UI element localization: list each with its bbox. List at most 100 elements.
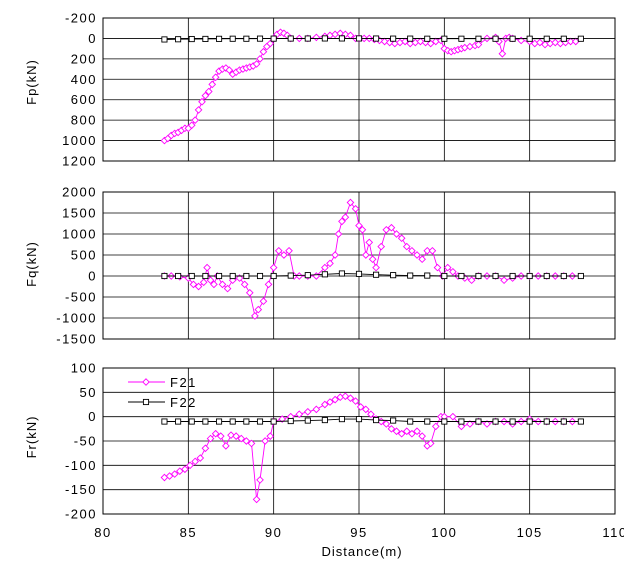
plot-frame	[102, 17, 616, 162]
data-point	[259, 47, 268, 56]
y-tick-label: 0	[88, 31, 97, 46]
data-point	[287, 272, 294, 279]
data-point	[500, 276, 508, 285]
data-point	[431, 422, 440, 431]
data-point	[373, 271, 380, 278]
data-point	[418, 432, 426, 440]
data-point	[191, 457, 199, 466]
data-point	[243, 272, 250, 280]
data-point	[449, 412, 457, 421]
data-point	[196, 454, 205, 462]
data-point	[390, 35, 397, 42]
data-point	[198, 97, 206, 106]
data-point	[560, 35, 567, 42]
data-point	[441, 272, 448, 280]
data-point	[338, 416, 345, 423]
data-point	[543, 272, 550, 280]
data-point	[492, 35, 499, 42]
data-point	[170, 470, 179, 478]
data-point	[202, 272, 209, 280]
data-point	[245, 288, 254, 297]
data-point	[243, 35, 250, 42]
data-point	[201, 91, 210, 100]
data-point	[274, 246, 283, 255]
data-point	[270, 418, 277, 425]
data-point	[372, 263, 380, 272]
data-point	[492, 418, 499, 425]
x-tick-label: 95	[350, 525, 367, 540]
data-point	[407, 418, 414, 425]
y-tick-label: 500	[71, 248, 97, 263]
data-point	[402, 427, 411, 436]
x-tick-label: 110	[602, 525, 624, 540]
data-point	[346, 198, 355, 207]
data-point	[355, 221, 363, 230]
data-point	[326, 259, 334, 268]
data-point	[526, 418, 533, 425]
data-point	[326, 398, 334, 406]
data-point	[312, 405, 321, 414]
data-point	[475, 272, 482, 280]
data-point	[321, 263, 329, 272]
x-tick-label: 80	[94, 525, 111, 540]
data-point	[186, 461, 194, 470]
data-point	[423, 246, 432, 255]
fr-panel: Fr(kN) Distance(m) 100 50 0 -50 -100 -150 -200…	[24, 361, 624, 560]
data-point	[346, 394, 355, 403]
data-point	[498, 49, 507, 58]
plot-frame	[102, 191, 616, 340]
data-point	[341, 392, 350, 401]
data-point	[408, 429, 416, 438]
data-point	[509, 272, 516, 280]
data-point	[355, 270, 363, 277]
data-point	[225, 66, 234, 74]
y-tick-label: -500	[65, 290, 97, 305]
data-point	[191, 116, 199, 124]
data-point	[229, 418, 236, 425]
data-point	[407, 35, 414, 42]
data-point	[216, 272, 223, 280]
fp-panel: Fp(kN) -200 0 200 400 600 800 1000 1200	[24, 11, 616, 169]
data-point	[161, 36, 168, 43]
legend-marker	[142, 378, 150, 386]
data-point	[449, 267, 457, 276]
data-point	[229, 272, 236, 280]
data-point	[321, 35, 328, 42]
data-point	[240, 280, 249, 289]
data-point	[474, 40, 483, 49]
data-point	[304, 417, 311, 424]
data-point	[312, 33, 321, 42]
data-point	[509, 418, 516, 425]
data-point	[334, 230, 343, 238]
data-point	[175, 418, 182, 425]
data-point	[466, 420, 474, 428]
data-point	[261, 437, 269, 445]
data-point	[361, 251, 370, 259]
series-line	[164, 201, 573, 318]
data-point	[458, 35, 465, 42]
data-point	[387, 223, 396, 232]
data-point	[577, 272, 584, 280]
data-point	[280, 251, 288, 259]
data-point	[266, 432, 275, 440]
data-point	[566, 37, 575, 46]
data-point	[321, 400, 329, 409]
data-point	[377, 242, 386, 251]
data-point	[211, 429, 220, 438]
data-point	[228, 276, 237, 285]
data-point	[175, 36, 182, 43]
y-tick-label: 800	[71, 113, 97, 128]
data-point	[526, 35, 533, 42]
data-point	[351, 204, 360, 213]
data-point	[161, 418, 168, 425]
legend-marker	[142, 398, 150, 406]
data-point	[560, 272, 567, 280]
series-f22	[161, 35, 584, 43]
data-point	[204, 87, 213, 96]
data-point	[416, 37, 425, 46]
data-point	[373, 417, 380, 424]
y-tick-label: 50	[80, 385, 97, 400]
data-point	[216, 418, 223, 425]
data-point	[223, 284, 232, 293]
data-point	[256, 35, 264, 42]
